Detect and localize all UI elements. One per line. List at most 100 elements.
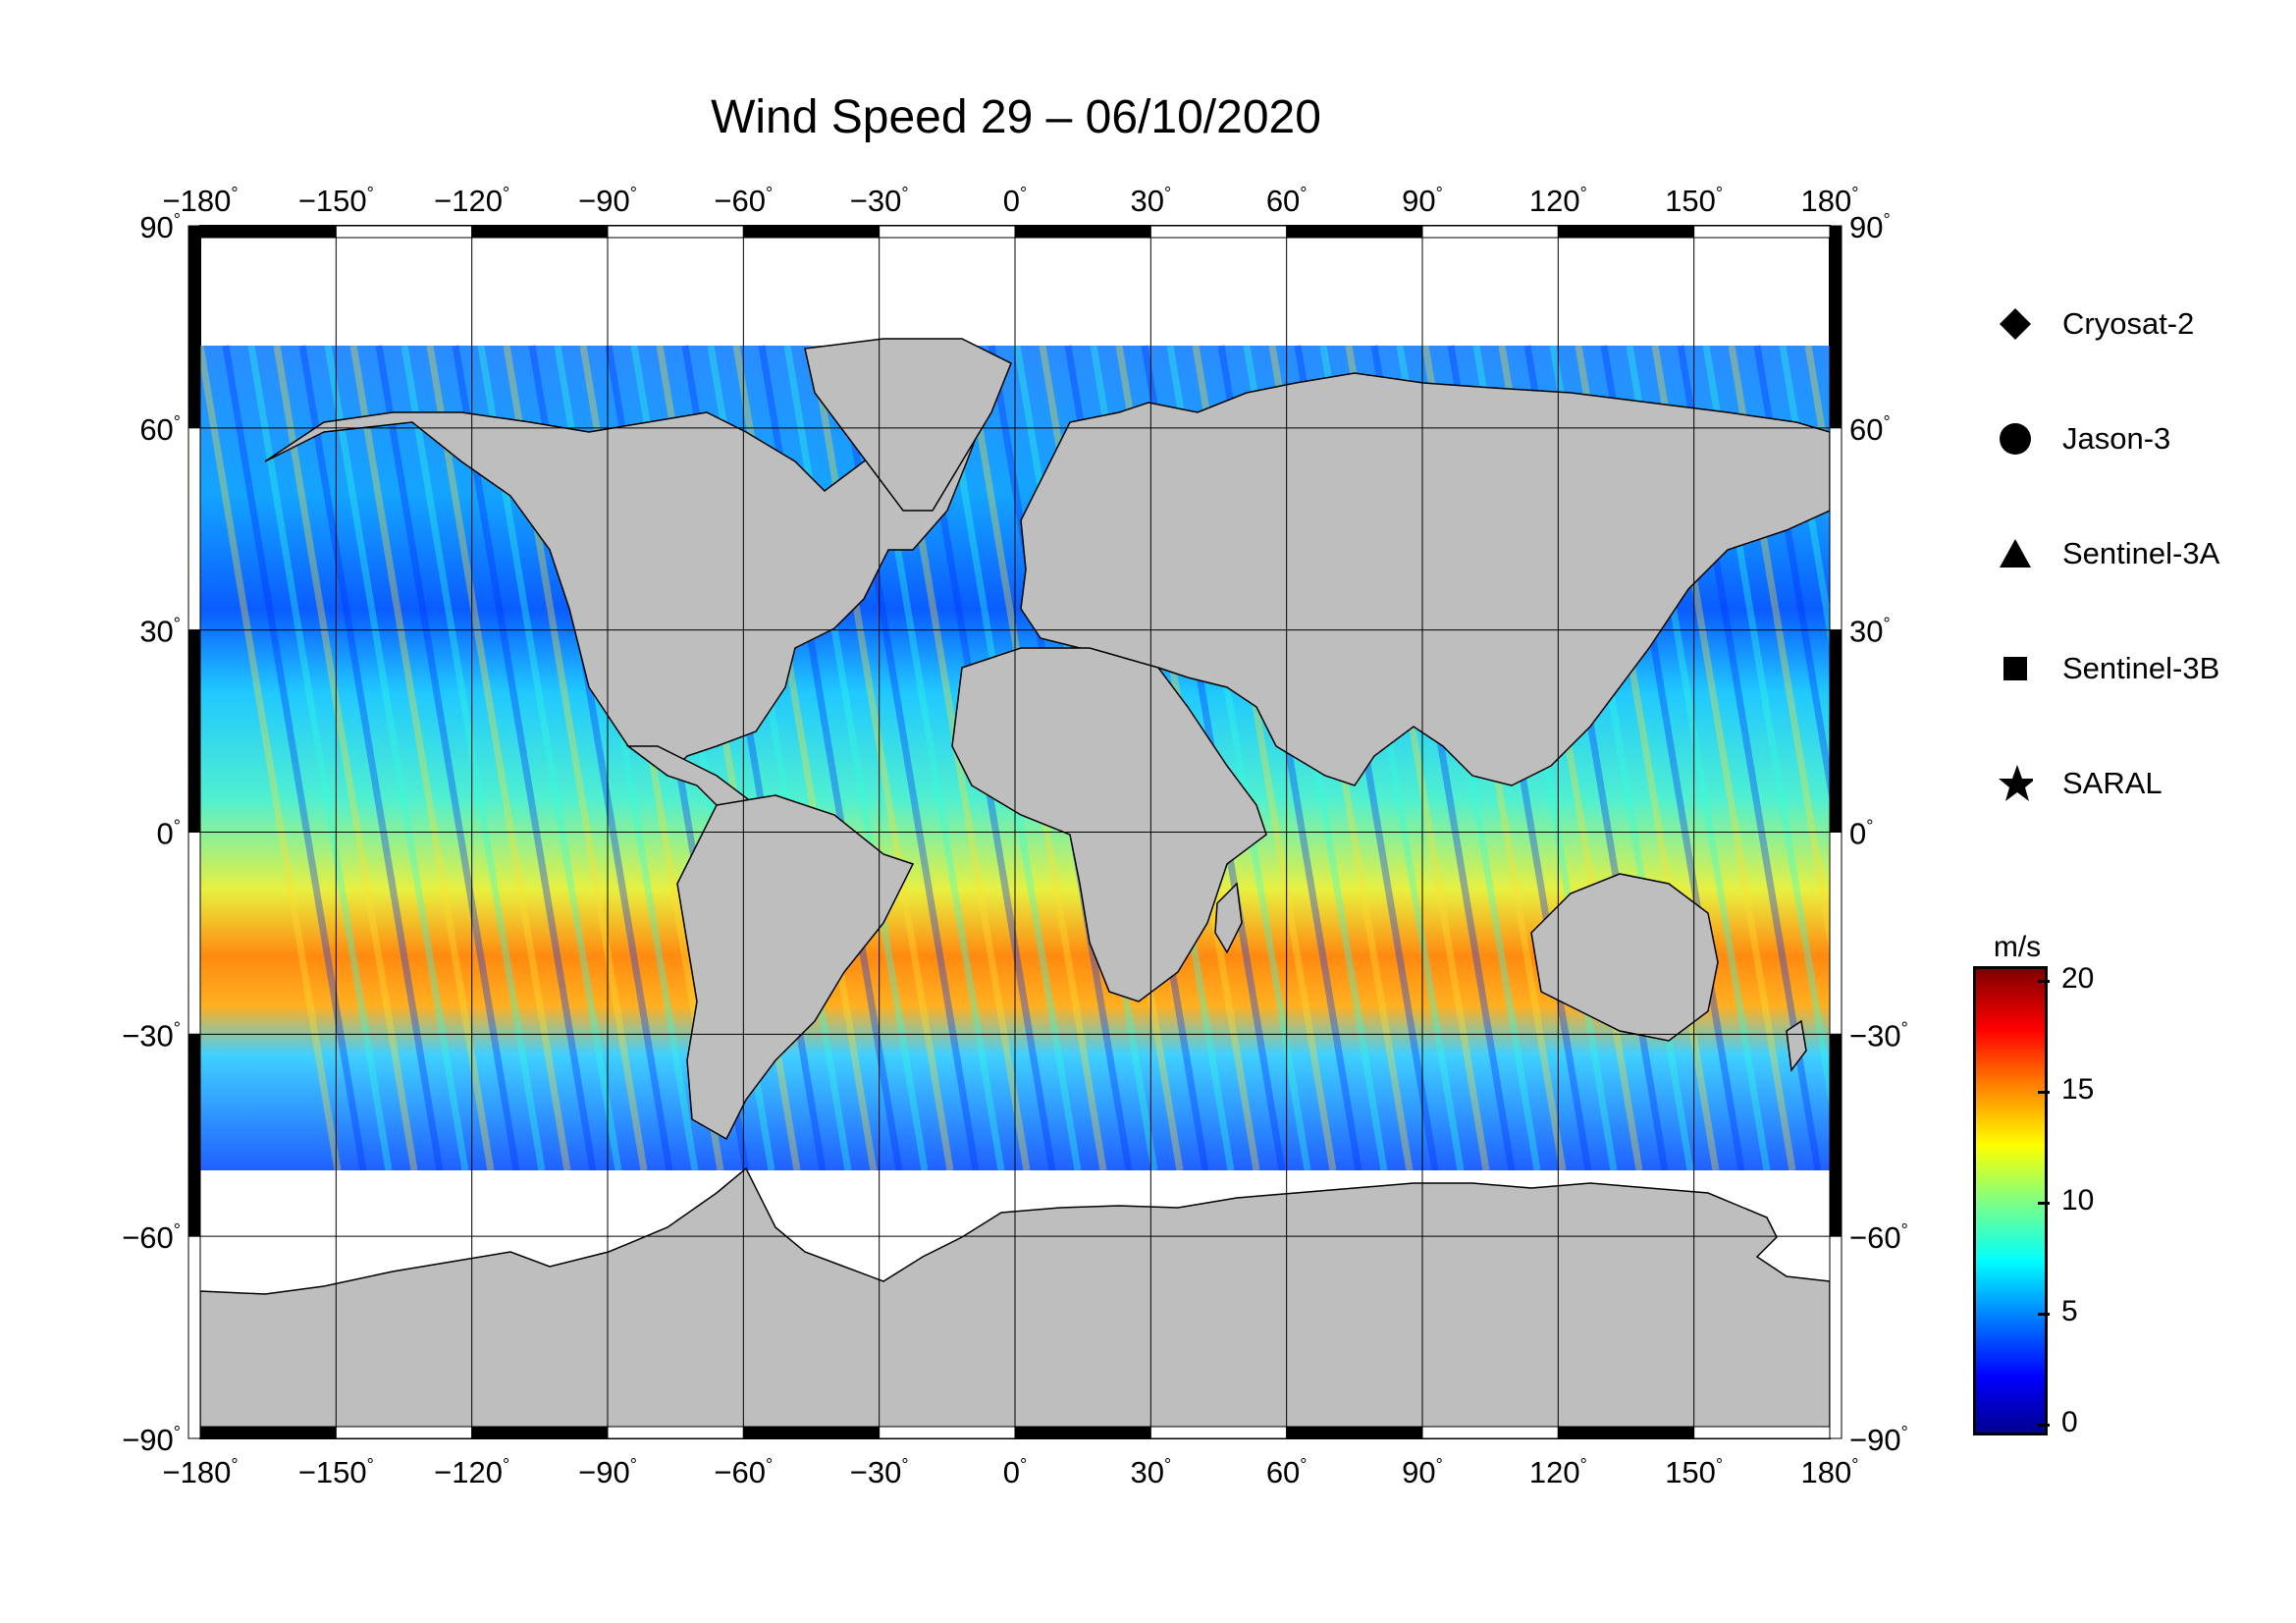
legend-item-cryosat: Cryosat-2 <box>1998 299 2194 349</box>
latitude-tick-label-right: 60° <box>1849 412 1891 447</box>
bottom-scale-segment <box>1149 1426 1288 1439</box>
latitude-tick-label-left: −90° <box>122 1423 181 1457</box>
landmass-australia <box>1530 873 1719 1042</box>
bottom-scale-segment <box>471 1426 609 1439</box>
swath-stripe <box>247 345 393 1171</box>
latitude-tick-label-left: −30° <box>122 1018 181 1053</box>
colorbar-tick-mark <box>2038 1424 2050 1427</box>
triangle-icon <box>1998 536 2033 571</box>
top-scale-segment <box>335 225 473 239</box>
swath-stripe <box>375 345 520 1171</box>
legend-item-sentinel-3a: Sentinel-3A <box>1998 529 2219 578</box>
latitude-tick-label-right: −30° <box>1849 1018 1908 1053</box>
legend-label: SARAL <box>2062 766 2163 800</box>
top-scale-segment <box>607 225 744 239</box>
longitude-tick-label-bottom: 30° <box>1130 1455 1171 1489</box>
tick-labels: −180° −180° −150° −150° −120° −120° −90° −90° −6… <box>122 184 1908 1489</box>
left-scale-segment <box>187 1033 201 1237</box>
longitude-tick-label-bottom: −150° <box>298 1455 374 1489</box>
landmass-africa <box>951 647 1267 1002</box>
longitude-tick-label-bottom: 180° <box>1801 1455 1859 1489</box>
right-scale-segment <box>1829 427 1842 631</box>
top-scale-segment <box>1286 225 1423 239</box>
square-icon <box>1998 651 2033 686</box>
bottom-scale-segment <box>335 1426 473 1439</box>
longitude-tick-label-bottom: 60° <box>1266 1455 1308 1489</box>
top-scale-segment <box>1557 225 1695 239</box>
swath-stripe <box>298 345 444 1171</box>
swath-stripe <box>273 345 418 1171</box>
longitude-tick-label-top: −90° <box>578 184 637 218</box>
legend-label: Jason-3 <box>2062 421 2171 456</box>
longitude-tick-label-top: 150° <box>1665 184 1723 218</box>
longitude-tick-label-top: −60° <box>714 184 773 218</box>
latitude-tick-label-left: 60° <box>139 412 181 447</box>
colorbar-tick-mark <box>2038 980 2050 983</box>
latitude-tick-label-left: 90° <box>139 210 181 244</box>
longitude-tick-label-bottom: 120° <box>1529 1455 1587 1489</box>
longitude-tick-label-bottom: −120° <box>434 1455 509 1489</box>
landmass-eurasia <box>1020 372 1830 786</box>
swath-stripe <box>452 345 597 1171</box>
legend-label: Sentinel-3A <box>2062 536 2220 570</box>
latitude-tick-label-right: 30° <box>1849 615 1891 649</box>
longitude-tick-label-top: 30° <box>1130 184 1171 218</box>
colorbar-tick-mark <box>2038 1313 2050 1316</box>
bottom-scale-segment <box>742 1426 881 1439</box>
legend-label: Cryosat-2 <box>2062 306 2195 341</box>
top-scale-segment <box>471 225 609 239</box>
top-scale-segment <box>1149 225 1288 239</box>
bottom-scale-segment <box>1557 1426 1695 1439</box>
swath-stripe <box>349 345 495 1171</box>
right-scale-segment <box>1829 629 1842 834</box>
colorbar-tick-label: 5 <box>2061 1295 2078 1327</box>
right-scale-segment <box>1829 1033 1842 1237</box>
longitude-tick-label-top: 60° <box>1266 184 1308 218</box>
longitude-tick-label-top: −180° <box>162 184 238 218</box>
longitude-tick-label-bottom: −30° <box>850 1455 909 1489</box>
longitude-tick-label-top: −120° <box>434 184 509 218</box>
latitude-tick-label-left: −60° <box>122 1220 181 1255</box>
top-scale-segment <box>1693 225 1831 239</box>
longitude-tick-label-top: −150° <box>298 184 374 218</box>
swath-stripe <box>400 345 546 1171</box>
circle-icon <box>1998 421 2033 457</box>
top-scale-segment <box>199 225 337 239</box>
bottom-scale-segment <box>1014 1426 1151 1439</box>
longitude-tick-label-top: 0° <box>1003 184 1027 218</box>
left-scale-segment <box>187 629 201 834</box>
bottom-scale-segment <box>1421 1426 1559 1439</box>
legend-item-saral: SARAL <box>1998 759 2163 808</box>
bottom-scale-segment <box>1286 1426 1423 1439</box>
border-scale-bars <box>187 225 1842 1439</box>
bottom-scale-segment <box>1693 1426 1831 1439</box>
top-scale-segment <box>879 225 1016 239</box>
right-scale-segment <box>1829 832 1842 1035</box>
longitude-tick-label-bottom: 0° <box>1003 1455 1027 1489</box>
bottom-scale-segment <box>607 1426 744 1439</box>
longitude-tick-label-top: 90° <box>1402 184 1443 218</box>
top-scale-segment <box>1014 225 1151 239</box>
top-scale-segment <box>742 225 881 239</box>
latitude-tick-label-right: −60° <box>1849 1220 1908 1255</box>
left-scale-segment <box>187 427 201 631</box>
colorbar-tick-mark <box>2038 1202 2050 1205</box>
latitude-tick-label-right: 0° <box>1849 817 1873 851</box>
left-scale-segment <box>187 225 201 429</box>
legend-item-sentinel-3b: Sentinel-3B <box>1998 644 2219 693</box>
latitude-tick-label-left: 0° <box>157 817 181 851</box>
longitude-tick-label-top: −30° <box>850 184 909 218</box>
longitude-tick-label-bottom: −60° <box>714 1455 773 1489</box>
landmass-madagascar <box>1214 882 1243 954</box>
longitude-tick-label-bottom: 150° <box>1665 1455 1723 1489</box>
left-scale-segment <box>187 832 201 1035</box>
longitude-tick-label-top: 180° <box>1801 184 1859 218</box>
right-scale-segment <box>1829 1235 1842 1439</box>
colorbar-tick-label: 15 <box>2061 1073 2095 1106</box>
latitude-tick-label-left: 30° <box>139 615 181 649</box>
swath-stripe <box>426 345 571 1171</box>
swath-stripe <box>200 345 342 1171</box>
right-scale-segment <box>1829 225 1842 429</box>
landmass-greenland <box>804 338 1012 512</box>
